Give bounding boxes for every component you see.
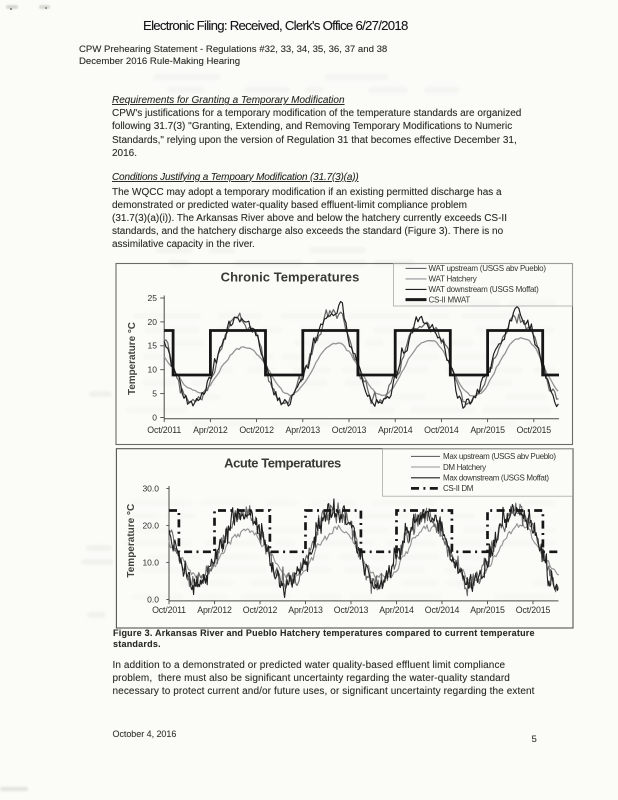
svg-text:WAT upstream (USGS abv Pueblo): WAT upstream (USGS abv Pueblo) (429, 264, 547, 273)
svg-text:WAT Hatchery: WAT Hatchery (429, 275, 477, 284)
svg-text:15: 15 (148, 341, 158, 351)
svg-text:0.0: 0.0 (147, 594, 159, 604)
svg-text:Apr/2012: Apr/2012 (193, 425, 228, 435)
svg-text:Temperature °C: Temperature °C (127, 322, 138, 395)
svg-text:Oct/2014: Oct/2014 (425, 605, 460, 615)
svg-text:Chronic Temperatures: Chronic Temperatures (221, 269, 360, 284)
svg-text:10: 10 (148, 365, 158, 375)
svg-text:Apr/2015: Apr/2015 (470, 605, 505, 615)
svg-text:Temperature °C: Temperature °C (126, 504, 137, 578)
svg-text:20.0: 20.0 (142, 520, 159, 530)
svg-text:Oct/2011: Oct/2011 (152, 605, 186, 615)
svg-text:10.0: 10.0 (142, 557, 159, 567)
svg-text:Oct/2015: Oct/2015 (517, 425, 552, 435)
svg-text:Oct/2013: Oct/2013 (332, 425, 367, 435)
svg-text:WAT downstream (USGS Moffat): WAT downstream (USGS Moffat) (429, 285, 540, 294)
svg-text:DM Hatchery: DM Hatchery (443, 463, 486, 472)
svg-text:30.0: 30.0 (142, 483, 159, 493)
svg-text:Oct/2013: Oct/2013 (334, 605, 369, 615)
svg-text:Oct/2014: Oct/2014 (424, 425, 459, 435)
svg-text:CS-II DM: CS-II DM (443, 484, 474, 493)
svg-text:Apr/2012: Apr/2012 (197, 605, 232, 615)
svg-text:Apr/2015: Apr/2015 (470, 425, 505, 435)
svg-text:5: 5 (152, 389, 157, 399)
svg-text:25: 25 (148, 293, 158, 303)
svg-text:0: 0 (152, 412, 157, 422)
svg-text:Oct/2012: Oct/2012 (239, 425, 274, 435)
svg-text:20: 20 (148, 317, 158, 327)
svg-text:CS-II MWAT: CS-II MWAT (429, 295, 471, 304)
svg-text:Apr/2014: Apr/2014 (378, 425, 413, 435)
svg-text:Apr/2013: Apr/2013 (288, 605, 323, 615)
svg-text:Apr/2014: Apr/2014 (379, 605, 414, 615)
svg-text:Oct/2015: Oct/2015 (516, 605, 551, 615)
svg-text:Max downstream (USGS Moffat): Max downstream (USGS Moffat) (443, 474, 549, 483)
svg-text:Oct/2011: Oct/2011 (147, 425, 181, 435)
svg-text:Apr/2013: Apr/2013 (286, 425, 321, 435)
svg-text:Oct/2012: Oct/2012 (243, 605, 278, 615)
svg-text:Acute Temperatures: Acute Temperatures (224, 456, 341, 471)
svg-text:Max upstream (USGS abv Pueblo): Max upstream (USGS abv Pueblo) (443, 452, 556, 461)
